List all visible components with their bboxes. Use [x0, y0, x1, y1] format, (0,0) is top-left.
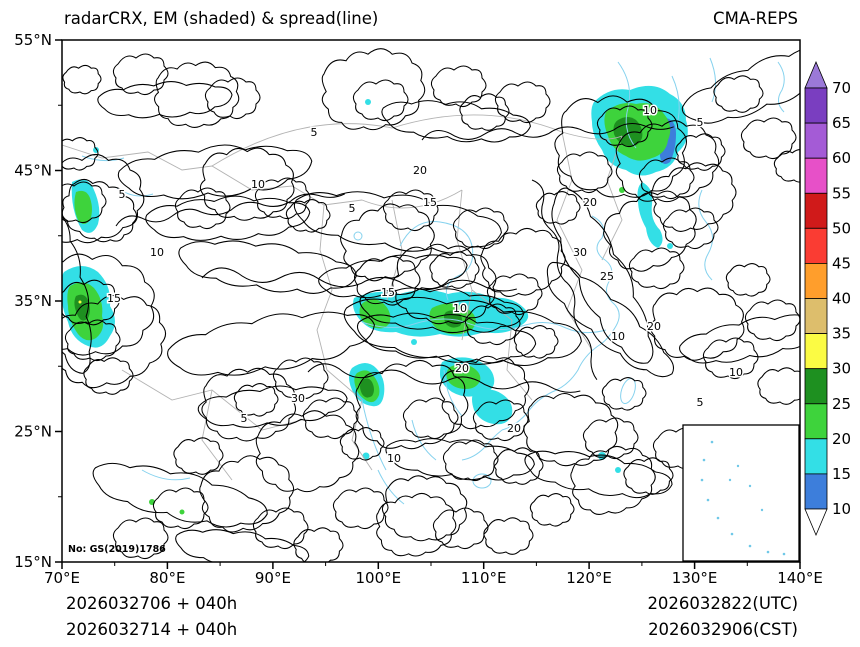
contour-label: 25 [600, 270, 614, 283]
contour-label: 5 [697, 396, 704, 409]
contour-label: 30 [573, 246, 587, 259]
y-tick-label: 25°N [14, 423, 52, 441]
qinghai-lake [353, 231, 363, 241]
footer: 2026032706 + 040h 2026032714 + 040h 2026… [66, 594, 798, 639]
colorbar-label: 15 [832, 465, 851, 483]
y-axis: 55°N 45°N 35°N 25°N 15°N [14, 31, 52, 571]
colorbar-segments [804, 87, 828, 510]
contour-label: 10 [453, 302, 467, 315]
x-tick-label: 100°E [355, 569, 401, 587]
x-tick-label: 90°E [255, 569, 291, 587]
colorbar-label: 30 [832, 360, 851, 378]
colorbar-label: 55 [832, 184, 851, 202]
contour-label: 10 [150, 246, 164, 259]
colorbar-over-arrow [804, 60, 828, 89]
contour-label: 10 [611, 330, 625, 343]
valid-time-utc: 2026032822(UTC) [647, 594, 798, 613]
hainan-island [472, 473, 492, 489]
x-tick-label: 130°E [672, 569, 718, 587]
x-tick-label: 110°E [461, 569, 507, 587]
contour-label: 5 [697, 116, 704, 129]
colorbar-label: 70 [832, 79, 851, 97]
y-tick-label: 35°N [14, 292, 52, 310]
x-tick-label: 70°E [44, 569, 80, 587]
map-plot-area: 5 10 15 10 5 5 20 15 10 5 20 30 10 20 15… [61, 39, 801, 563]
axis-ticks [55, 39, 801, 569]
contour-labels: 5 10 15 10 5 5 20 15 10 5 20 30 10 20 15… [106, 103, 745, 467]
province-borders [62, 114, 623, 481]
contour-label: 20 [647, 320, 661, 333]
x-tick-label: 80°E [149, 569, 185, 587]
contour-label: 10 [643, 104, 657, 117]
colorbar-label: 20 [832, 430, 851, 448]
colorbar: 70 65 60 55 50 45 40 35 30 25 20 15 10 [804, 60, 851, 537]
contour-label: 15 [423, 196, 437, 209]
colorbar-label: 35 [832, 325, 851, 343]
contour-label: 5 [119, 188, 126, 201]
contour-label: 5 [241, 412, 248, 425]
contour-label: 15 [381, 286, 395, 299]
init-time-utc: 2026032706 + 040h [66, 594, 237, 613]
x-tick-label: 140°E [777, 569, 823, 587]
contour-label: 10 [387, 452, 401, 465]
x-axis: 70°E 80°E 90°E 100°E 110°E 120°E 130°E 1… [44, 569, 823, 587]
colorbar-label: 25 [832, 395, 851, 413]
colorbar-label: 65 [832, 114, 851, 132]
contour-label: 20 [583, 196, 597, 209]
init-time-cst: 2026032714 + 040h [66, 620, 237, 639]
y-tick-label: 45°N [14, 162, 52, 180]
colorbar-label: 60 [832, 149, 851, 167]
contour-label: 20 [455, 362, 469, 375]
contour-label: 30 [291, 392, 305, 405]
contour-label: 5 [349, 202, 356, 215]
valid-time-cst: 2026032906(CST) [648, 620, 798, 639]
contour-label: 10 [729, 366, 743, 379]
contour-label: 20 [413, 164, 427, 177]
rivers-coastline [81, 57, 785, 505]
colorbar-under-arrow [804, 508, 828, 537]
contour-label: 20 [507, 422, 521, 435]
colorbar-label: 45 [832, 254, 851, 272]
sea-inset-box [682, 424, 800, 562]
inset-islands [700, 440, 786, 556]
contour-label: 15 [107, 292, 121, 305]
contour-label: 5 [311, 126, 318, 139]
colorbar-labels: 70 65 60 55 50 45 40 35 30 25 20 15 10 [832, 79, 851, 518]
model-label: CMA-REPS [713, 9, 798, 28]
em-shade-yellow-dot [78, 300, 82, 304]
map-approval-note: No: GS(2019)1786 [68, 544, 166, 555]
colorbar-label: 50 [832, 219, 851, 237]
x-tick-label: 120°E [566, 569, 612, 587]
y-tick-label: 55°N [14, 31, 52, 49]
colorbar-label: 10 [832, 500, 851, 518]
colorbar-label: 40 [832, 290, 851, 308]
contour-label: 10 [251, 178, 265, 191]
chart-title: radarCRX, EM (shaded) & spread(line) [64, 9, 378, 28]
y-tick-label: 15°N [14, 553, 52, 571]
